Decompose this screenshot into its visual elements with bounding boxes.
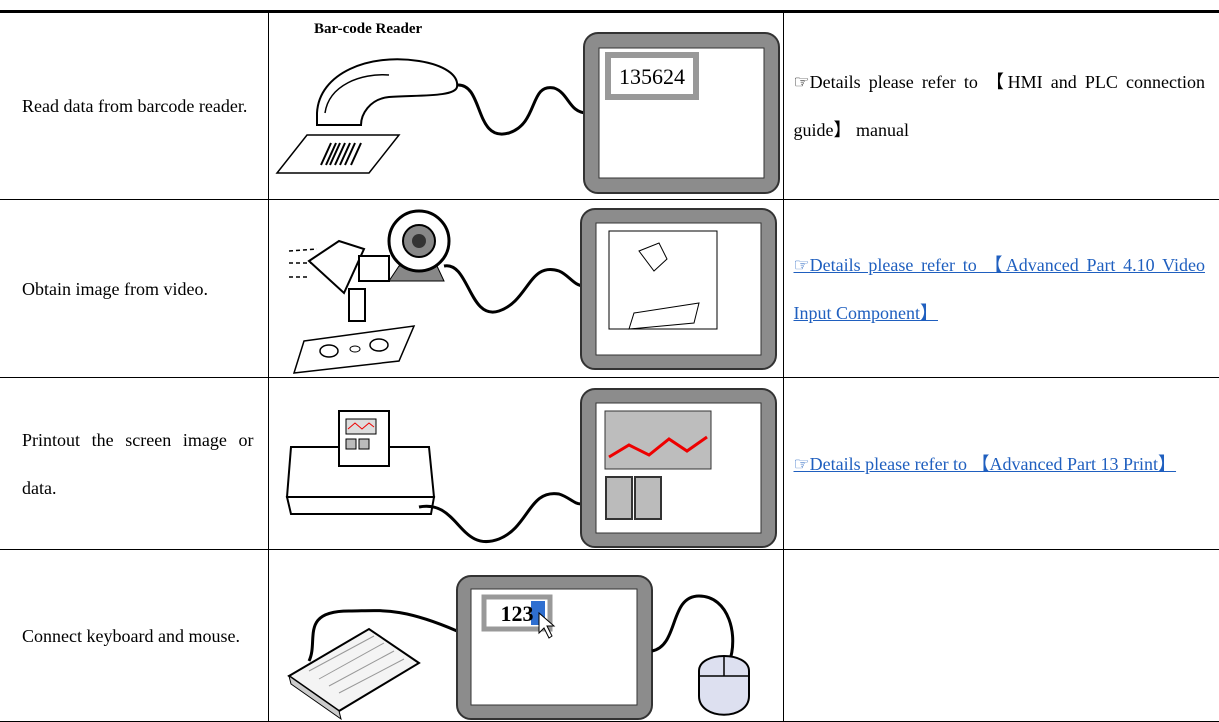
feature-table: Read data from barcode reader. Bar-code … bbox=[0, 10, 1219, 722]
table-row: Obtain image from video. ☞Details please… bbox=[0, 199, 1219, 378]
table-row: Printout the screen image or data. ☞Deta… bbox=[0, 377, 1219, 550]
illustration-cell: Bar-code Reader 135624 bbox=[267, 10, 784, 200]
keyboard-illustration: 123 bbox=[286, 574, 750, 720]
description: Printout the screen image or data. bbox=[0, 377, 269, 550]
description: Connect keyboard and mouse. bbox=[0, 549, 269, 722]
table-row: Read data from barcode reader. Bar-code … bbox=[0, 10, 1219, 200]
print-illustration bbox=[285, 387, 777, 548]
device-label: Bar-code Reader bbox=[314, 21, 422, 37]
reference-link[interactable]: ☞Details please refer to 【Advanced Part … bbox=[782, 199, 1219, 378]
description: Read data from barcode reader. bbox=[0, 10, 269, 200]
video-illustration bbox=[288, 207, 777, 374]
description: Obtain image from video. bbox=[0, 199, 269, 378]
reference-link[interactable]: ☞Details please refer to 【Advanced Part … bbox=[782, 377, 1219, 550]
illustration-cell bbox=[267, 377, 784, 550]
screen-value: 135624 bbox=[619, 64, 685, 89]
screen-value: 123 bbox=[500, 601, 533, 626]
reference: ☞Details please refer to 【HMI and PLC co… bbox=[782, 10, 1219, 200]
illustration-cell: 123 bbox=[267, 549, 784, 722]
table-row: Connect keyboard and mouse. 123 bbox=[0, 549, 1219, 722]
empty-cell bbox=[782, 549, 1219, 722]
barcode-illustration: Bar-code Reader 135624 bbox=[274, 21, 780, 194]
illustration-cell bbox=[267, 199, 784, 378]
